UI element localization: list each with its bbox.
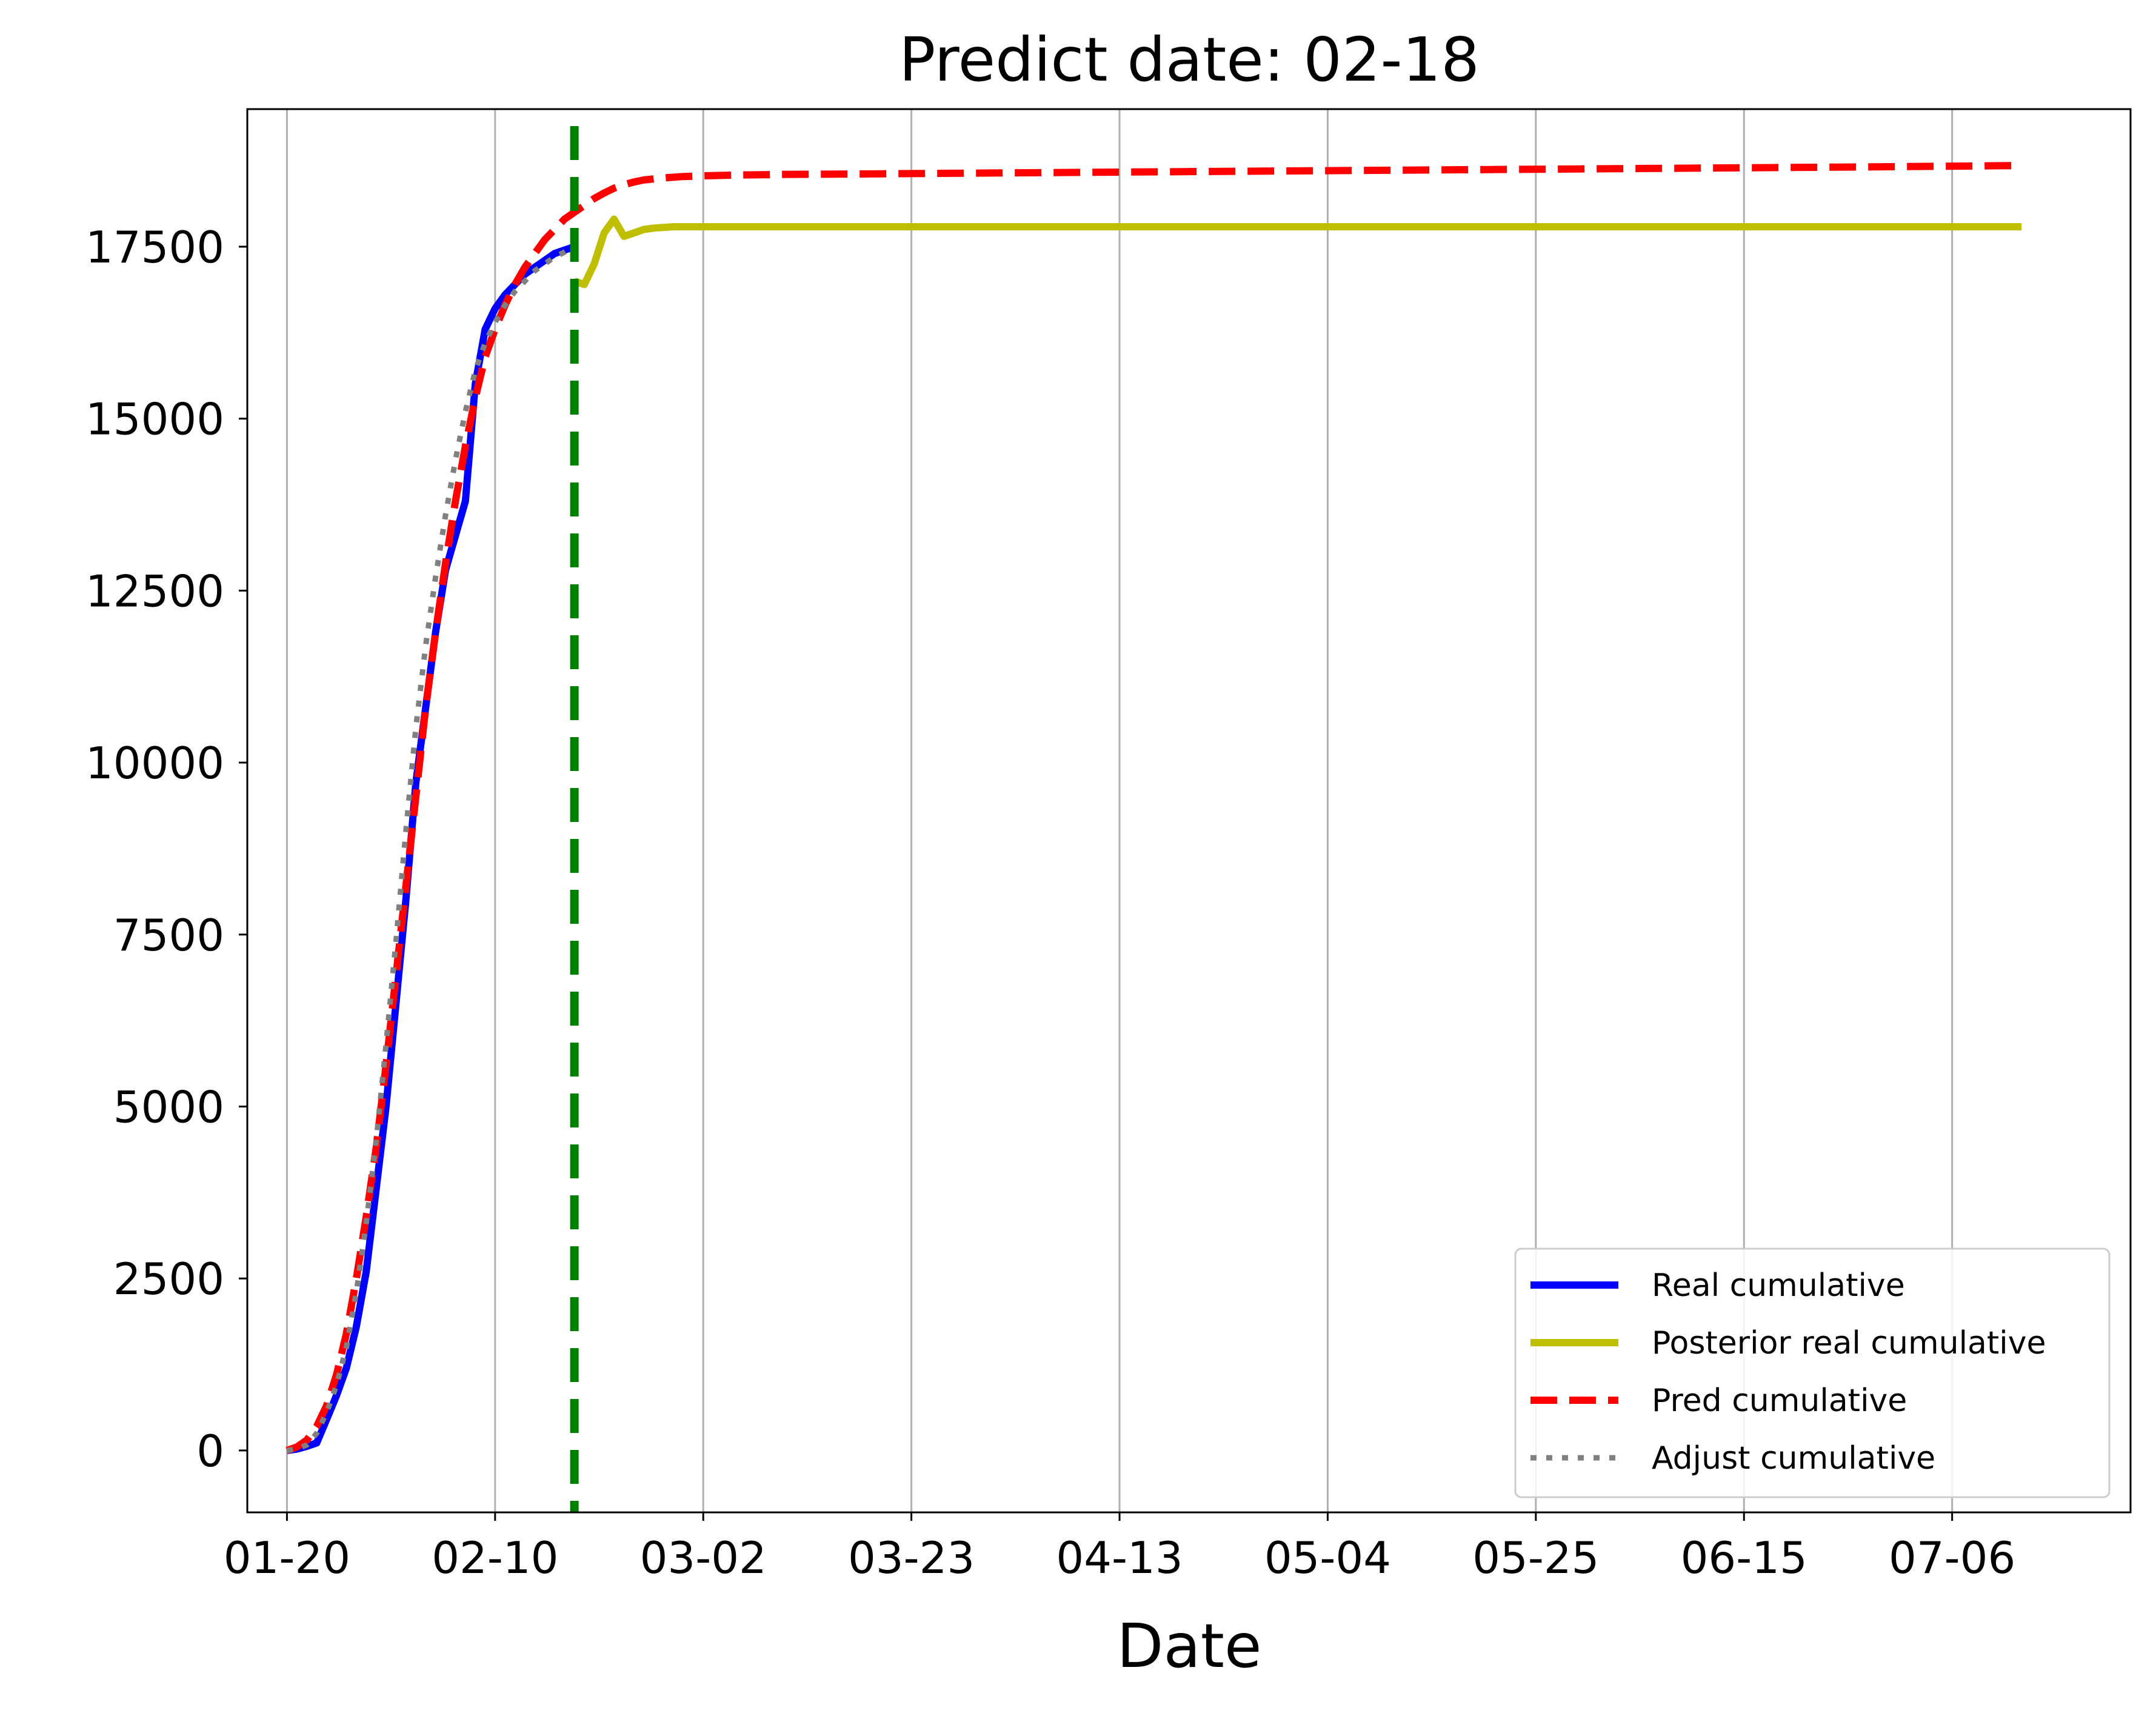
x-tick-label: 05-04 xyxy=(1264,1532,1391,1583)
x-ticks: 01-20 02-10 03-02 03-23 04-13 05-04 05-25 06-15… xyxy=(224,1512,2015,1583)
y-tick-label: 0 xyxy=(196,1426,224,1477)
y-tick-label: 2500 xyxy=(113,1254,224,1304)
x-tick-label: 05-25 xyxy=(1472,1532,1599,1583)
y-tick-label: 15000 xyxy=(85,394,224,445)
y-tick-label: 17500 xyxy=(85,222,224,273)
chart-title: Predict date: 02-18 xyxy=(899,24,1480,95)
x-tick-label: 01-20 xyxy=(224,1532,350,1583)
y-tick-label: 12500 xyxy=(85,566,224,616)
x-tick-label: 03-23 xyxy=(848,1532,975,1583)
y-tick-label: 5000 xyxy=(113,1081,224,1132)
series-line-pred-cumulative xyxy=(285,162,2022,1454)
x-axis-label: Date xyxy=(1116,1611,1261,1681)
legend-label: Pred cumulative xyxy=(1652,1383,1907,1419)
series-line-real-cumulative xyxy=(286,243,576,1454)
x-tick-label: 07-06 xyxy=(1889,1532,2015,1583)
legend-label: Real cumulative xyxy=(1652,1267,1905,1304)
x-tick-label: 06-15 xyxy=(1681,1532,1807,1583)
x-tick-label: 02-10 xyxy=(432,1532,558,1583)
legend-label: Adjust cumulative xyxy=(1652,1440,1935,1477)
legend: Real cumulative Posterior real cumulative… xyxy=(1514,1247,2111,1498)
x-tick-label: 03-02 xyxy=(640,1532,767,1583)
y-tick-label: 7500 xyxy=(113,910,224,961)
series-layer xyxy=(285,162,2022,1454)
legend-label: Posterior real cumulative xyxy=(1652,1325,2046,1361)
series-line-adjust-cumulative xyxy=(286,244,576,1454)
y-tick-label: 10000 xyxy=(85,738,224,789)
x-tick-label: 04-13 xyxy=(1056,1532,1183,1583)
y-ticks: 0 2500 5000 7500 10000 12500 15000 17500 xyxy=(85,222,247,1477)
legend-box xyxy=(1514,1247,2111,1498)
plot-frame xyxy=(246,108,2132,1514)
series-line-posterior-real-cumulative xyxy=(573,215,2022,289)
